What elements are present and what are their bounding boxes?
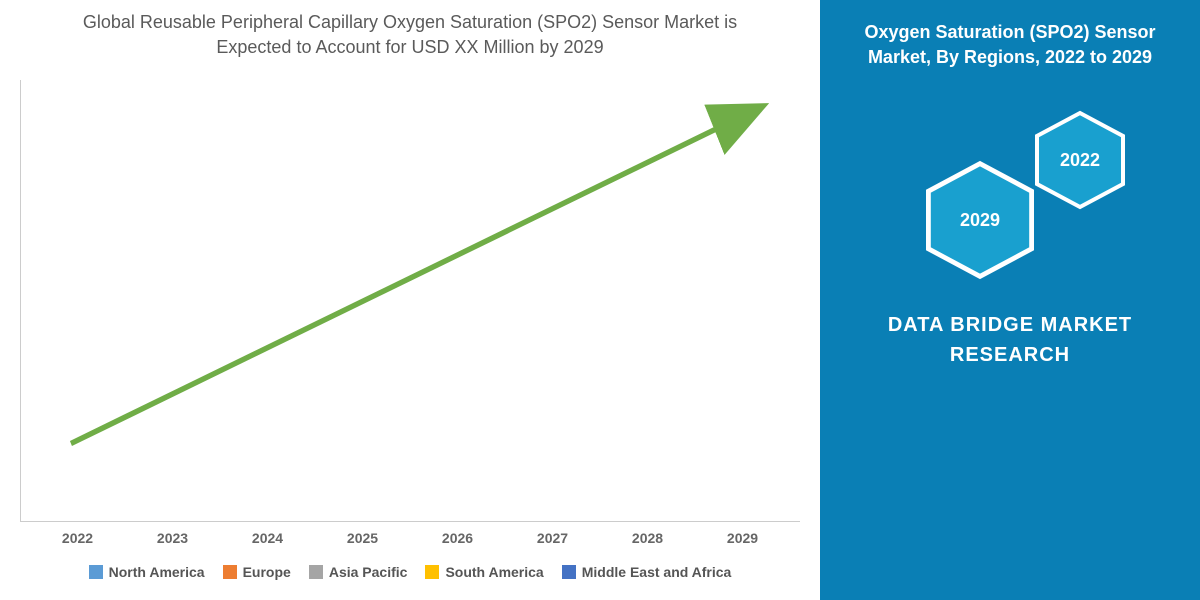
x-label: 2026 xyxy=(428,530,488,546)
legend-label: Europe xyxy=(243,564,291,580)
legend-swatch xyxy=(425,565,439,579)
x-label: 2025 xyxy=(333,530,393,546)
x-label: 2023 xyxy=(143,530,203,546)
hex-2029: 2029 xyxy=(920,160,1040,280)
x-label: 2024 xyxy=(238,530,298,546)
side-panel-title: Oxygen Saturation (SPO2) Sensor Market, … xyxy=(840,20,1180,70)
chart-title: Global Reusable Peripheral Capillary Oxy… xyxy=(20,10,800,60)
bars-container xyxy=(21,80,800,521)
legend-label: Asia Pacific xyxy=(329,564,408,580)
legend-item: Middle East and Africa xyxy=(562,564,732,580)
legend-label: Middle East and Africa xyxy=(582,564,732,580)
legend-swatch xyxy=(223,565,237,579)
legend-label: South America xyxy=(445,564,543,580)
hex-2022: 2022 xyxy=(1030,110,1130,210)
side-panel: Oxygen Saturation (SPO2) Sensor Market, … xyxy=(820,0,1200,600)
legend-item: Asia Pacific xyxy=(309,564,408,580)
hexagon-graphic: 2029 2022 xyxy=(840,100,1180,280)
brand-text: DATA BRIDGE MARKET RESEARCH xyxy=(840,310,1180,370)
x-label: 2028 xyxy=(618,530,678,546)
chart-panel: Global Reusable Peripheral Capillary Oxy… xyxy=(0,0,820,600)
legend-label: North America xyxy=(109,564,205,580)
x-label: 2029 xyxy=(713,530,773,546)
legend-swatch xyxy=(309,565,323,579)
legend: North America Europe Asia Pacific South Ame… xyxy=(20,564,800,580)
chart-area: 2022 2023 2024 2025 2026 2027 2028 2029 xyxy=(20,80,800,546)
x-label: 2027 xyxy=(523,530,583,546)
brand-line1: DATA BRIDGE MARKET xyxy=(840,310,1180,340)
hex-label-a: 2022 xyxy=(1060,150,1100,171)
brand-line2: RESEARCH xyxy=(840,340,1180,370)
legend-swatch xyxy=(89,565,103,579)
legend-item: North America xyxy=(89,564,205,580)
x-label: 2022 xyxy=(48,530,108,546)
legend-item: Europe xyxy=(223,564,291,580)
x-axis-labels: 2022 2023 2024 2025 2026 2027 2028 2029 xyxy=(20,522,800,546)
plot-area xyxy=(20,80,800,522)
legend-swatch xyxy=(562,565,576,579)
legend-item: South America xyxy=(425,564,543,580)
hex-label-b: 2029 xyxy=(960,210,1000,231)
